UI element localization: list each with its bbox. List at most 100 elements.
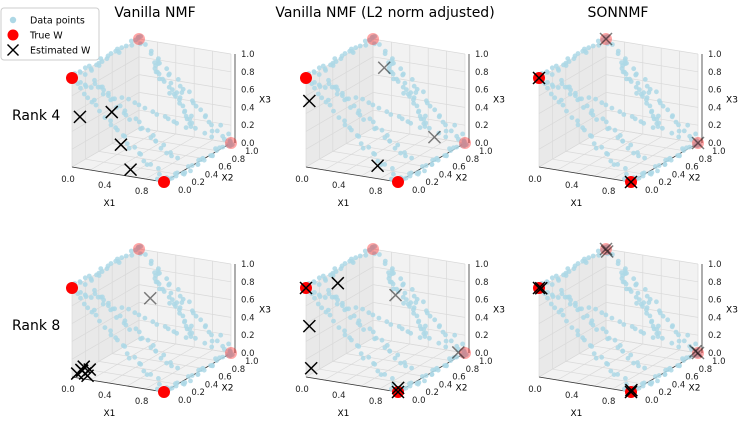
- data-point: [136, 102, 142, 108]
- data-point: [169, 153, 174, 159]
- data-point: [559, 81, 565, 87]
- data-point: [615, 51, 621, 57]
- data-point: [573, 300, 578, 306]
- data-point: [624, 171, 629, 177]
- data-point: [416, 108, 422, 114]
- data-point: [358, 351, 364, 356]
- data-point: [411, 97, 416, 103]
- data-point: [312, 85, 317, 91]
- data-point: [189, 330, 195, 336]
- data-point: [174, 120, 180, 126]
- z-tick-label: 0.0: [241, 349, 255, 359]
- data-point: [429, 162, 435, 167]
- data-point: [681, 128, 687, 134]
- estimated-w-stroke: [427, 130, 441, 144]
- data-point: [408, 330, 414, 336]
- data-point: [142, 315, 148, 321]
- data-point: [401, 90, 406, 96]
- data-point: [401, 300, 406, 306]
- data-point: [360, 355, 366, 361]
- estimated-w-marker: [81, 369, 95, 383]
- data-point: [575, 307, 581, 313]
- floor-grid-x: [90, 340, 158, 381]
- data-point: [138, 336, 144, 342]
- data-point: [102, 325, 108, 330]
- data-point: [180, 313, 186, 319]
- data-point: [340, 300, 345, 306]
- data-point: [642, 287, 648, 292]
- data-point: [141, 368, 147, 374]
- data-point: [164, 276, 170, 282]
- back-grid-z: [138, 284, 232, 300]
- data-point: [161, 142, 167, 148]
- y-tick-label: 0.2: [425, 178, 439, 188]
- data-point: [167, 90, 173, 96]
- estimated-w-stroke: [624, 383, 638, 397]
- estimated-w-marker: [377, 61, 391, 75]
- left-grid-z: [538, 127, 607, 168]
- data-point: [605, 336, 610, 342]
- data-point: [586, 45, 592, 51]
- data-point: [366, 100, 372, 106]
- data-point: [594, 327, 599, 332]
- data-point: [209, 134, 215, 140]
- data-point: [119, 95, 125, 100]
- floor-grid-y: [85, 158, 178, 175]
- data-point: [342, 122, 348, 128]
- data-point: [322, 85, 328, 90]
- panel-6: 0.00.40.8 0.00.20.40.60.81.00.00.20.40.60…: [528, 242, 738, 419]
- data-point: [636, 153, 641, 159]
- data-point: [349, 127, 354, 133]
- data-point: [169, 175, 175, 181]
- data-point: [138, 361, 144, 367]
- data-point: [649, 108, 655, 114]
- data-point: [326, 291, 332, 297]
- data-point: [193, 335, 198, 341]
- data-point: [156, 166, 161, 171]
- data-point: [326, 287, 331, 293]
- data-point: [448, 128, 454, 134]
- data-point: [421, 116, 427, 122]
- estimated-w-marker: [599, 242, 613, 256]
- back-grid-z: [138, 92, 232, 108]
- data-point: [392, 145, 398, 151]
- left-grid-z: [538, 266, 607, 307]
- data-point: [559, 77, 564, 83]
- y-tick-label: 0.2: [425, 388, 439, 398]
- estimated-w-stroke: [299, 281, 313, 295]
- data-point: [342, 97, 348, 103]
- data-point: [615, 345, 621, 350]
- data-point: [83, 294, 89, 299]
- data-point: [370, 329, 376, 335]
- data-point: [395, 142, 401, 148]
- z-axis-label: X3: [493, 306, 505, 316]
- estimated-w-stroke: [391, 385, 405, 399]
- data-point: [404, 297, 409, 302]
- data-point: [358, 141, 364, 147]
- data-point: [403, 153, 408, 159]
- data-point: [366, 144, 372, 150]
- data-point: [656, 120, 662, 126]
- estimated-w-stroke: [624, 385, 638, 399]
- data-point: [590, 322, 596, 328]
- estimated-w-stroke: [304, 361, 318, 375]
- data-point: [189, 373, 195, 378]
- data-point: [660, 313, 666, 319]
- x-axis-label: X1: [570, 409, 582, 419]
- data-point: [644, 100, 649, 106]
- data-point: [108, 51, 114, 56]
- floor-grid-y: [605, 337, 699, 354]
- data-point: [180, 103, 186, 109]
- data-point: [452, 122, 458, 128]
- data-point: [545, 85, 550, 91]
- data-point: [148, 372, 154, 377]
- data-point: [196, 367, 202, 373]
- floor-grid-y: [372, 337, 466, 354]
- floor-grid-y: [125, 135, 218, 152]
- data-point: [582, 48, 588, 54]
- data-point: [402, 80, 408, 86]
- data-point: [432, 107, 438, 113]
- estimated-w-marker: [371, 159, 385, 173]
- data-point: [222, 346, 227, 352]
- back-grid-z: [138, 56, 232, 73]
